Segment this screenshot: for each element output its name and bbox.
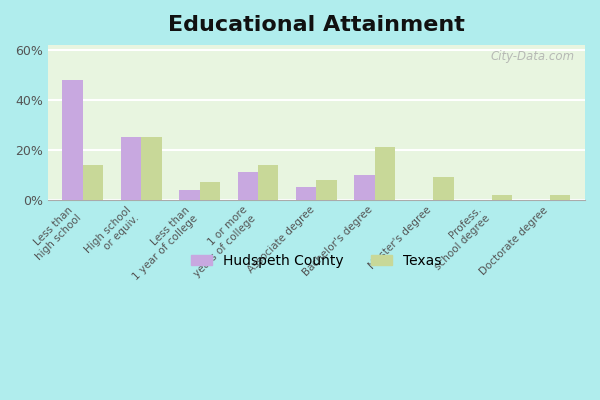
Bar (375, 147, 395, 200)
Bar (200, 182, 220, 200)
Bar (121, 137, 141, 200)
Bar (296, 187, 316, 200)
Legend: Hudspeth County, Texas: Hudspeth County, Texas (185, 248, 447, 273)
Bar (238, 172, 258, 200)
Title: Educational Attainment: Educational Attainment (168, 15, 465, 35)
Bar (62, 80, 83, 200)
Bar (179, 190, 200, 200)
Text: City-Data.com: City-Data.com (490, 50, 574, 62)
Bar (141, 137, 161, 200)
Bar (316, 180, 337, 200)
Bar (83, 165, 103, 200)
Bar (433, 177, 454, 200)
Bar (355, 175, 375, 200)
Bar (491, 195, 512, 200)
Bar (258, 165, 278, 200)
Bar (550, 195, 571, 200)
